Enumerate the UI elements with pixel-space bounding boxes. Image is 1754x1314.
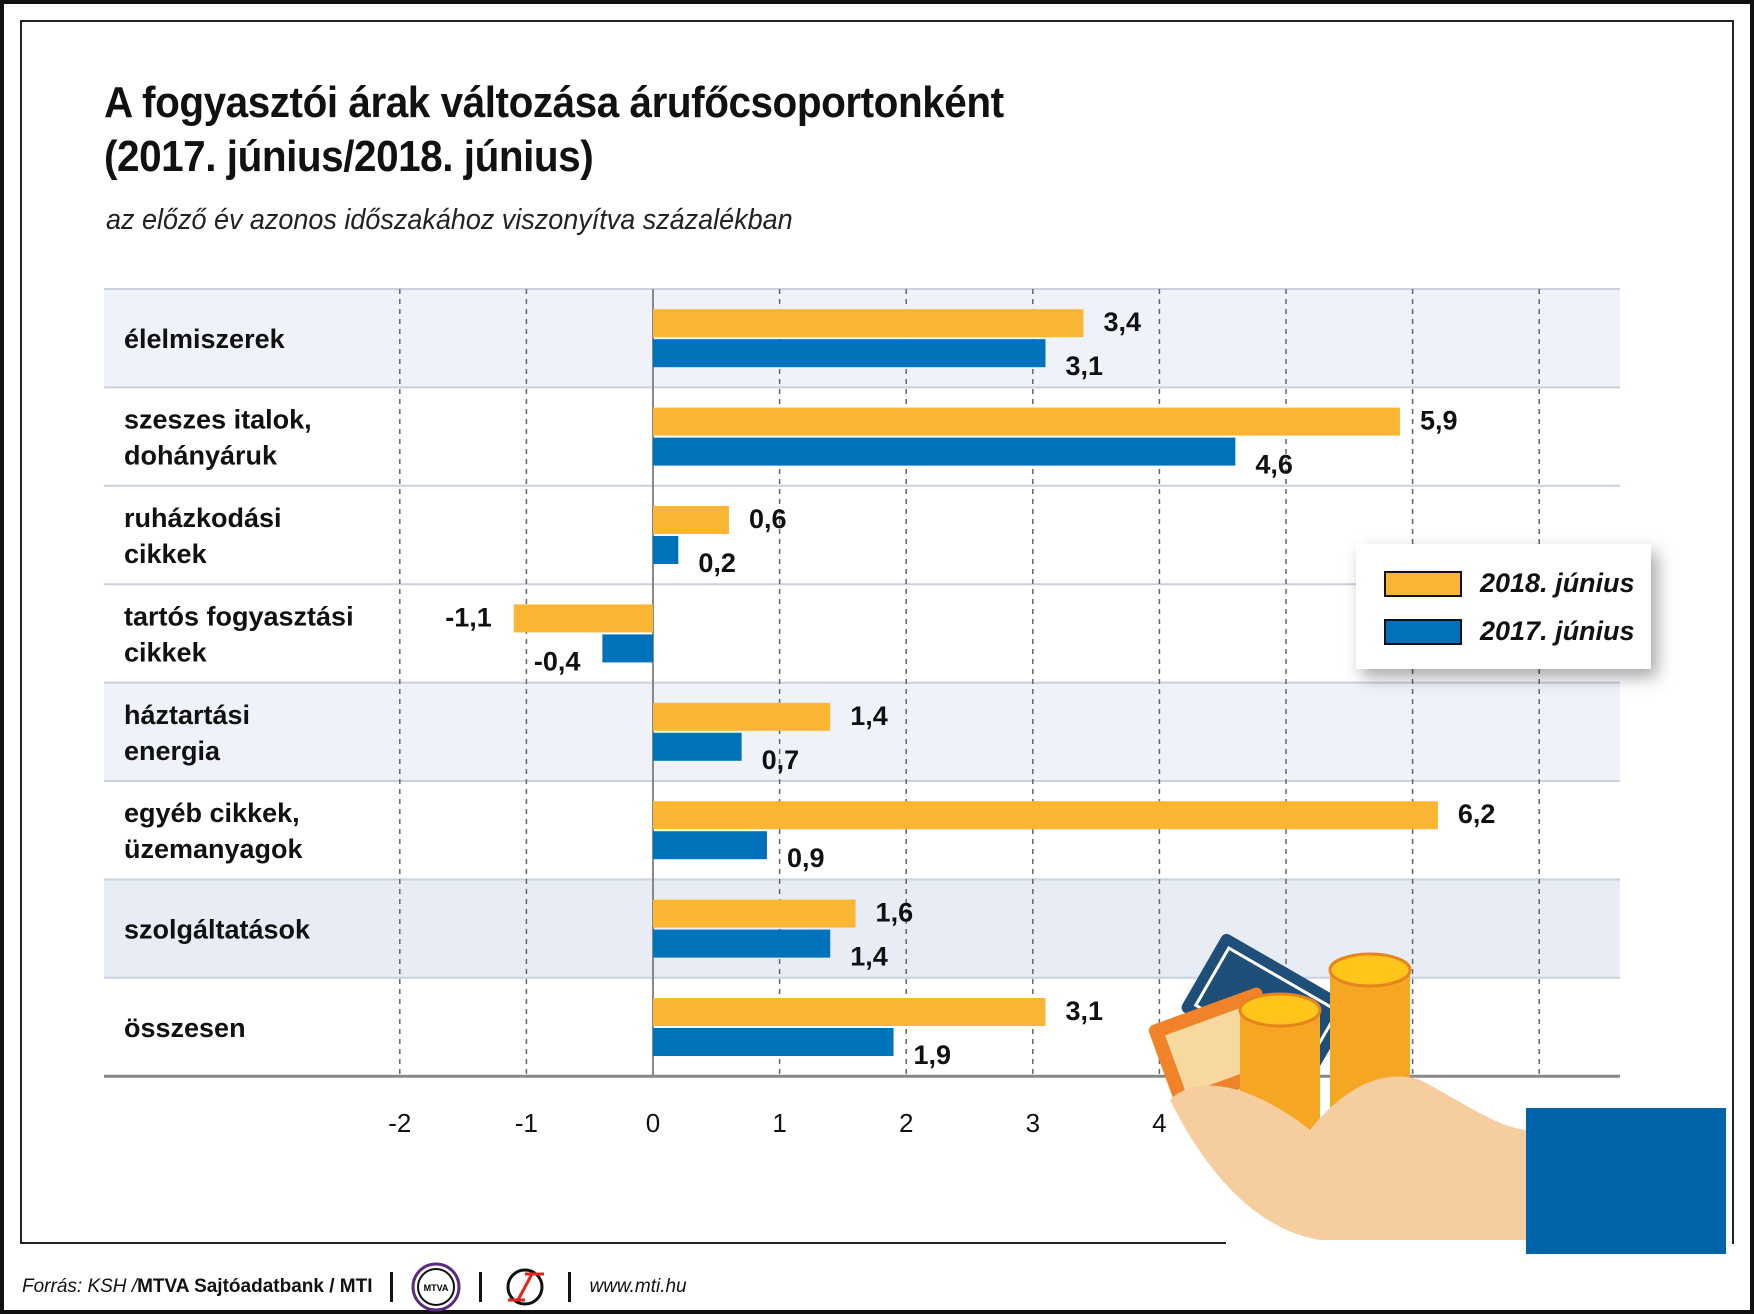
category-label: cikkek — [124, 637, 208, 667]
row-background — [104, 289, 1620, 388]
mtva-logo: MTVA — [411, 1262, 461, 1312]
data-label: 0,9 — [787, 843, 825, 873]
bar-2017 — [653, 339, 1046, 368]
separator — [390, 1272, 394, 1302]
category-label: dohányáruk — [124, 441, 278, 471]
legend-swatch-2018 — [1384, 570, 1462, 597]
data-label: 3,1 — [1065, 351, 1103, 381]
website-link[interactable]: www.mti.hu — [589, 1276, 687, 1297]
data-label: 1,4 — [850, 942, 888, 972]
category-label: cikkek — [124, 539, 208, 569]
row-background — [104, 682, 1620, 781]
category-label: szolgáltatások — [124, 915, 311, 945]
data-label: 1,9 — [914, 1040, 952, 1070]
data-label: 4,6 — [1255, 450, 1293, 480]
mti-logo — [506, 1268, 545, 1306]
category-label: egyéb cikkek, — [124, 798, 300, 828]
category-label: összesen — [124, 1013, 246, 1043]
bar-2018 — [653, 407, 1400, 436]
footer-divider — [20, 1242, 1226, 1244]
chart-subtitle: az előző év azonos időszakához viszonyít… — [106, 204, 793, 236]
category-label: energia — [124, 736, 221, 766]
x-tick-label: -2 — [388, 1108, 411, 1138]
data-label: 1,6 — [876, 898, 914, 928]
data-label: 1,4 — [850, 701, 888, 731]
title-line-2: (2017. június/2018. június) — [104, 132, 594, 181]
row-background — [104, 781, 1620, 880]
source-agency: MTVA Sajtóadatbank / MTI — [137, 1276, 373, 1297]
legend-item-2017: 2017. június — [1384, 616, 1635, 647]
svg-text:MTVA: MTVA — [424, 1283, 449, 1293]
bar-2017 — [653, 437, 1236, 466]
data-label: -0,4 — [534, 646, 581, 676]
chart-title: A fogyasztói árak változása árufőcsoport… — [104, 76, 1004, 184]
x-tick-label: 0 — [646, 1108, 660, 1138]
data-label: 5,9 — [1420, 406, 1458, 436]
legend-swatch-2017 — [1384, 618, 1462, 645]
bar-2018 — [653, 702, 831, 731]
data-label: 3,1 — [1065, 996, 1103, 1026]
data-label: 0,7 — [762, 745, 800, 775]
data-label: 0,2 — [698, 548, 736, 578]
bar-2018 — [653, 801, 1438, 830]
category-label: háztartási — [124, 700, 250, 730]
legend-label-2017: 2017. június — [1480, 616, 1635, 646]
data-label: 6,2 — [1458, 799, 1496, 829]
source-label: Forrás: KSH / — [22, 1276, 138, 1297]
bar-2017 — [653, 1028, 894, 1056]
bar-2018 — [653, 309, 1084, 338]
separator — [479, 1272, 483, 1302]
x-tick-label: 3 — [1026, 1108, 1040, 1138]
bar-2017 — [602, 634, 653, 663]
bar-2018 — [653, 506, 729, 534]
title-line-1: A fogyasztói árak változása árufőcsoport… — [104, 78, 1004, 127]
bar-2017 — [653, 536, 679, 564]
bar-2018 — [653, 998, 1046, 1026]
legend-label-2018: 2018. június — [1480, 568, 1635, 598]
category-label: szeszes italok, — [124, 405, 312, 435]
legend: 2018. június 2017. június — [1356, 544, 1651, 669]
category-label: élelmiszerek — [124, 324, 286, 354]
footer: Forrás: KSH / MTVA Sajtóadatbank / MTI M… — [22, 1262, 687, 1312]
category-label: üzemanyagok — [124, 834, 304, 864]
hand-with-money-illustration — [1148, 933, 1726, 1254]
x-tick-label: -1 — [515, 1108, 538, 1138]
x-tick-label: 4 — [1152, 1108, 1166, 1138]
bar-2017 — [653, 929, 831, 958]
inner-frame — [20, 20, 1734, 1244]
data-label: 0,6 — [749, 504, 787, 534]
separator — [568, 1272, 572, 1302]
legend-item-2018: 2018. június — [1384, 568, 1635, 599]
category-label: ruházkodási — [124, 503, 282, 533]
bar-2018 — [513, 604, 653, 633]
bar-2018 — [653, 899, 856, 928]
x-tick-label: 1 — [772, 1108, 786, 1138]
data-label: -1,1 — [445, 602, 492, 632]
bar-2017 — [653, 732, 742, 761]
row-background — [104, 387, 1620, 486]
data-label: 3,4 — [1103, 307, 1141, 337]
x-tick-label: 2 — [899, 1108, 913, 1138]
bar-2017 — [653, 831, 767, 860]
category-label: tartós fogyasztási — [124, 601, 354, 631]
